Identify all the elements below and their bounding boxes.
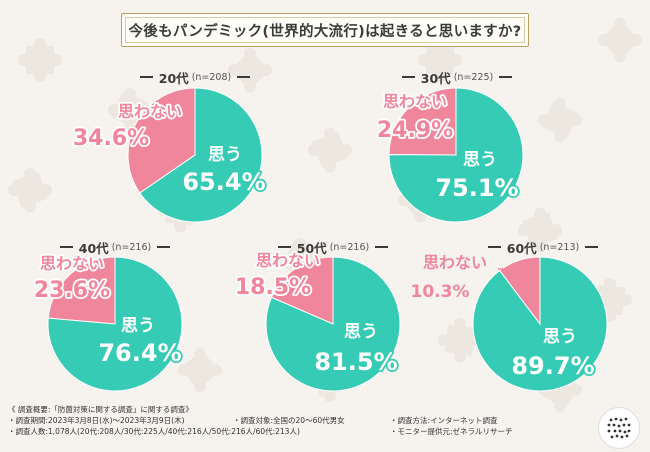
slice-value-yes: 76.4% bbox=[98, 339, 181, 367]
slice-label-yes: 思う bbox=[344, 322, 378, 342]
pie-slice-yes bbox=[139, 87, 263, 223]
puzzle-piece-shape bbox=[227, 47, 273, 93]
survey-period: ・調査期間:2023年3月8日(水)〜2023年3月9日(木) bbox=[8, 416, 185, 425]
slice-value-yes: 81.5% bbox=[314, 348, 397, 376]
survey-target: ・調査対象:全国の20〜60代男女 bbox=[233, 416, 345, 425]
slice-label-yes: 思う bbox=[463, 150, 497, 170]
label-dash-left bbox=[59, 246, 73, 248]
group-label-30s: 30代 (n=225) bbox=[392, 68, 522, 86]
puzzle-piece-shape bbox=[597, 17, 643, 63]
logo-icon bbox=[607, 417, 631, 439]
puzzle-piece-shape bbox=[537, 97, 583, 143]
slice-value-no: 34.6% bbox=[73, 126, 149, 151]
sample-size: (n=216) bbox=[329, 241, 370, 253]
group-label-20s: 20代 (n=208) bbox=[130, 68, 260, 86]
pie-slice-no bbox=[388, 87, 457, 156]
slice-label-yes: 思う bbox=[208, 145, 242, 165]
group-label-40s: 40代 (n=216) bbox=[50, 238, 180, 256]
label-dash-left bbox=[277, 246, 291, 248]
puzzle-piece-shape bbox=[517, 207, 563, 253]
chart-title: 今後もパンデミック(世界的大流行)は起きると思いますか? bbox=[128, 23, 522, 40]
sample-size: (n=225) bbox=[453, 71, 494, 83]
puzzle-piece-shape bbox=[7, 167, 53, 213]
label-dash-right bbox=[237, 76, 251, 78]
slice-value-no: 24.9% bbox=[377, 118, 453, 143]
slice-label-no: 思わない bbox=[40, 254, 104, 273]
group-label-50s: 50代 (n=216) bbox=[268, 238, 398, 256]
puzzle-piece-shape bbox=[17, 37, 63, 83]
sample-size: (n=216) bbox=[111, 241, 152, 253]
sample-size: (n=213) bbox=[539, 241, 580, 253]
label-dash-right bbox=[585, 246, 599, 248]
pie-slice-yes bbox=[47, 256, 183, 392]
pie-slice-no bbox=[47, 256, 116, 325]
label-dash-right bbox=[499, 76, 513, 78]
sample-size: (n=208) bbox=[191, 71, 232, 83]
label-dash-left bbox=[139, 76, 153, 78]
puzzle-piece-shape bbox=[437, 317, 483, 363]
group-name: 50代 bbox=[296, 240, 327, 256]
brand-logo bbox=[598, 407, 640, 449]
slice-label-no: 思わない bbox=[383, 92, 447, 111]
slice-label-no: 思わない bbox=[256, 251, 320, 270]
slice-value-yes: 65.4% bbox=[182, 168, 265, 196]
slice-label-yes: 思う bbox=[543, 327, 577, 347]
group-name: 60代 bbox=[506, 240, 537, 256]
slice-label-no: 思わない bbox=[423, 253, 487, 272]
group-name: 30代 bbox=[420, 70, 451, 86]
label-dash-left bbox=[401, 76, 415, 78]
survey-provider: ・モニター提供元:ゼネラルリサーチ bbox=[390, 427, 513, 436]
slice-value-yes: 89.7% bbox=[511, 352, 594, 380]
survey-method: ・調査方法:インターネット調査 bbox=[390, 416, 498, 425]
group-label-60s: 60代 (n=213) bbox=[478, 238, 608, 256]
slice-value-no: 23.6% bbox=[34, 278, 110, 303]
puzzle-piece-shape bbox=[177, 347, 223, 393]
pie-slice-yes bbox=[265, 256, 401, 392]
pie-slice-no bbox=[270, 256, 334, 325]
label-dash-right bbox=[375, 246, 389, 248]
group-name: 20代 bbox=[158, 70, 189, 86]
survey-count: ・調査人数:1,078人(20代:208人/30代:225人/40代:216人/… bbox=[8, 427, 300, 436]
slice-label-no: 思わない bbox=[118, 102, 182, 121]
title-box: 今後もパンデミック(世界的大流行)は起きると思いますか? bbox=[121, 13, 529, 47]
slice-value-no: 10.3% bbox=[411, 282, 470, 302]
survey-overview: 《 調査概要:「防菌対策に関する調査」に関する調査》 ・調査期間:2023年3月… bbox=[8, 404, 588, 437]
pie-slice-no bbox=[127, 87, 196, 194]
slice-value-no: 18.5% bbox=[235, 275, 311, 300]
puzzle-piece-shape bbox=[307, 127, 353, 173]
label-dash-right bbox=[157, 246, 171, 248]
slice-label-yes: 思う bbox=[121, 316, 155, 336]
pie-slice-yes bbox=[388, 87, 524, 223]
label-dash-left bbox=[487, 246, 501, 248]
pie-slice-yes bbox=[472, 256, 608, 392]
survey-heading: 《 調査概要:「防菌対策に関する調査」に関する調査》 bbox=[8, 405, 193, 414]
slice-value-yes: 75.1% bbox=[435, 174, 518, 202]
group-name: 40代 bbox=[78, 240, 109, 256]
